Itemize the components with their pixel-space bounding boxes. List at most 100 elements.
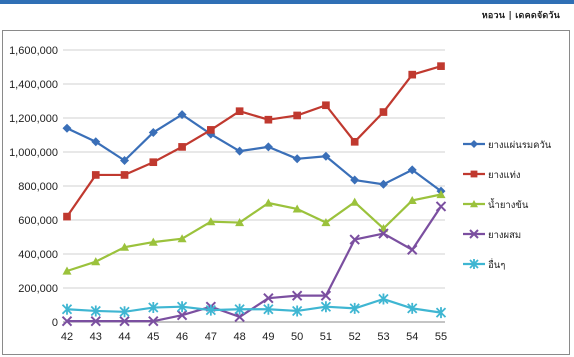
data-point	[469, 259, 479, 269]
data-point	[292, 305, 303, 317]
series-2	[63, 62, 445, 221]
data-point	[291, 290, 303, 301]
data-point	[264, 115, 273, 124]
series-1	[62, 110, 446, 196]
series-4	[61, 201, 447, 327]
data-point	[350, 137, 359, 146]
y-tick-label: 1,000,000	[9, 147, 58, 159]
data-point	[176, 309, 188, 321]
data-point	[148, 127, 158, 137]
data-point	[407, 195, 417, 205]
data-point	[148, 237, 158, 246]
legend-label: น้ำยางข้น	[488, 198, 529, 211]
data-point	[234, 311, 245, 323]
legend-label: ยางแท่ง	[488, 170, 521, 181]
data-point	[177, 110, 187, 120]
data-point	[178, 143, 186, 151]
series-line	[66, 113, 442, 192]
data-point	[263, 303, 274, 315]
data-point	[408, 70, 417, 79]
data-point	[407, 165, 417, 175]
x-tick-label: 49	[262, 331, 274, 343]
axes: 0 200,000 400,000 600,000 800,000 1,000,000 1,…	[9, 45, 447, 343]
data-point	[435, 307, 447, 319]
data-point	[293, 111, 301, 120]
data-point	[119, 306, 130, 318]
y-tick-label: 1,600,000	[9, 45, 58, 57]
data-point	[435, 201, 447, 212]
x-tick-label: 51	[320, 331, 332, 343]
data-point	[322, 101, 330, 110]
series-line	[67, 205, 442, 323]
data-point	[469, 229, 479, 239]
data-point	[378, 179, 388, 189]
x-tick-label: 43	[90, 331, 102, 343]
data-point	[176, 301, 188, 313]
top-rule	[0, 0, 574, 4]
data-point	[148, 315, 159, 327]
data-point	[205, 304, 216, 316]
legend-label: ยางผสม	[488, 230, 521, 241]
header-text: หอวน | เดคดจัดวัน	[481, 11, 560, 21]
series	[61, 62, 447, 327]
series-line	[66, 193, 442, 273]
data-point	[470, 200, 478, 208]
x-tick-label: 44	[118, 331, 130, 343]
data-point	[120, 156, 130, 165]
data-point	[119, 315, 130, 327]
data-point	[91, 171, 100, 179]
x-tick-label: 42	[61, 331, 73, 343]
data-point	[91, 257, 101, 266]
data-point	[148, 302, 159, 314]
data-point	[120, 242, 130, 251]
data-point	[349, 234, 360, 245]
data-point	[350, 175, 360, 185]
y-tick-label: 0	[52, 317, 58, 329]
data-point	[470, 140, 478, 148]
data-point	[91, 137, 101, 147]
x-tick-label: 48	[233, 331, 245, 343]
data-point	[206, 129, 216, 139]
data-point	[207, 126, 215, 134]
data-point	[379, 108, 388, 116]
data-point	[378, 228, 389, 239]
legend-label: อื่นๆ	[488, 258, 506, 271]
data-point	[149, 158, 158, 167]
data-point	[235, 107, 244, 116]
chart-frame: 0 200,000 400,000 600,000 800,000 1,000,000 1,…	[2, 30, 570, 355]
data-point	[235, 146, 245, 156]
data-point	[378, 293, 389, 305]
y-tick-label: 200,000	[18, 283, 58, 295]
x-tick-label: 53	[377, 331, 389, 343]
data-point	[320, 301, 332, 313]
data-point	[120, 171, 129, 179]
x-tick-label: 55	[435, 331, 447, 343]
data-point	[407, 302, 418, 314]
x-tick-label: 54	[406, 331, 418, 343]
data-point	[407, 244, 418, 255]
data-point	[62, 266, 72, 275]
x-tick-label: 46	[176, 331, 188, 343]
legend-entry: ยางผสม	[463, 229, 521, 241]
data-point	[470, 170, 478, 178]
legend-entry: ยางแท่ง	[463, 170, 521, 181]
data-point	[292, 204, 302, 213]
y-tick-label: 1,400,000	[9, 79, 58, 91]
data-point	[206, 217, 216, 226]
data-point	[321, 151, 331, 161]
data-point	[234, 303, 245, 315]
data-point	[437, 62, 445, 70]
y-tick-label: 600,000	[18, 215, 58, 227]
data-point	[177, 234, 187, 243]
gridlines	[63, 49, 445, 289]
data-point	[263, 142, 273, 152]
data-point	[321, 218, 331, 227]
data-point	[349, 302, 360, 314]
data-point	[292, 154, 302, 164]
data-point	[90, 305, 101, 317]
data-point	[350, 197, 360, 206]
data-point	[235, 218, 245, 227]
data-point	[63, 212, 71, 221]
data-point	[436, 190, 446, 199]
